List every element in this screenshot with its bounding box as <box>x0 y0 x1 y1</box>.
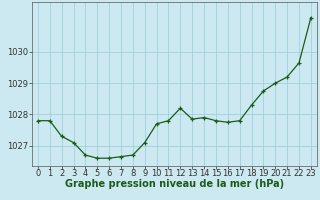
X-axis label: Graphe pression niveau de la mer (hPa): Graphe pression niveau de la mer (hPa) <box>65 179 284 189</box>
